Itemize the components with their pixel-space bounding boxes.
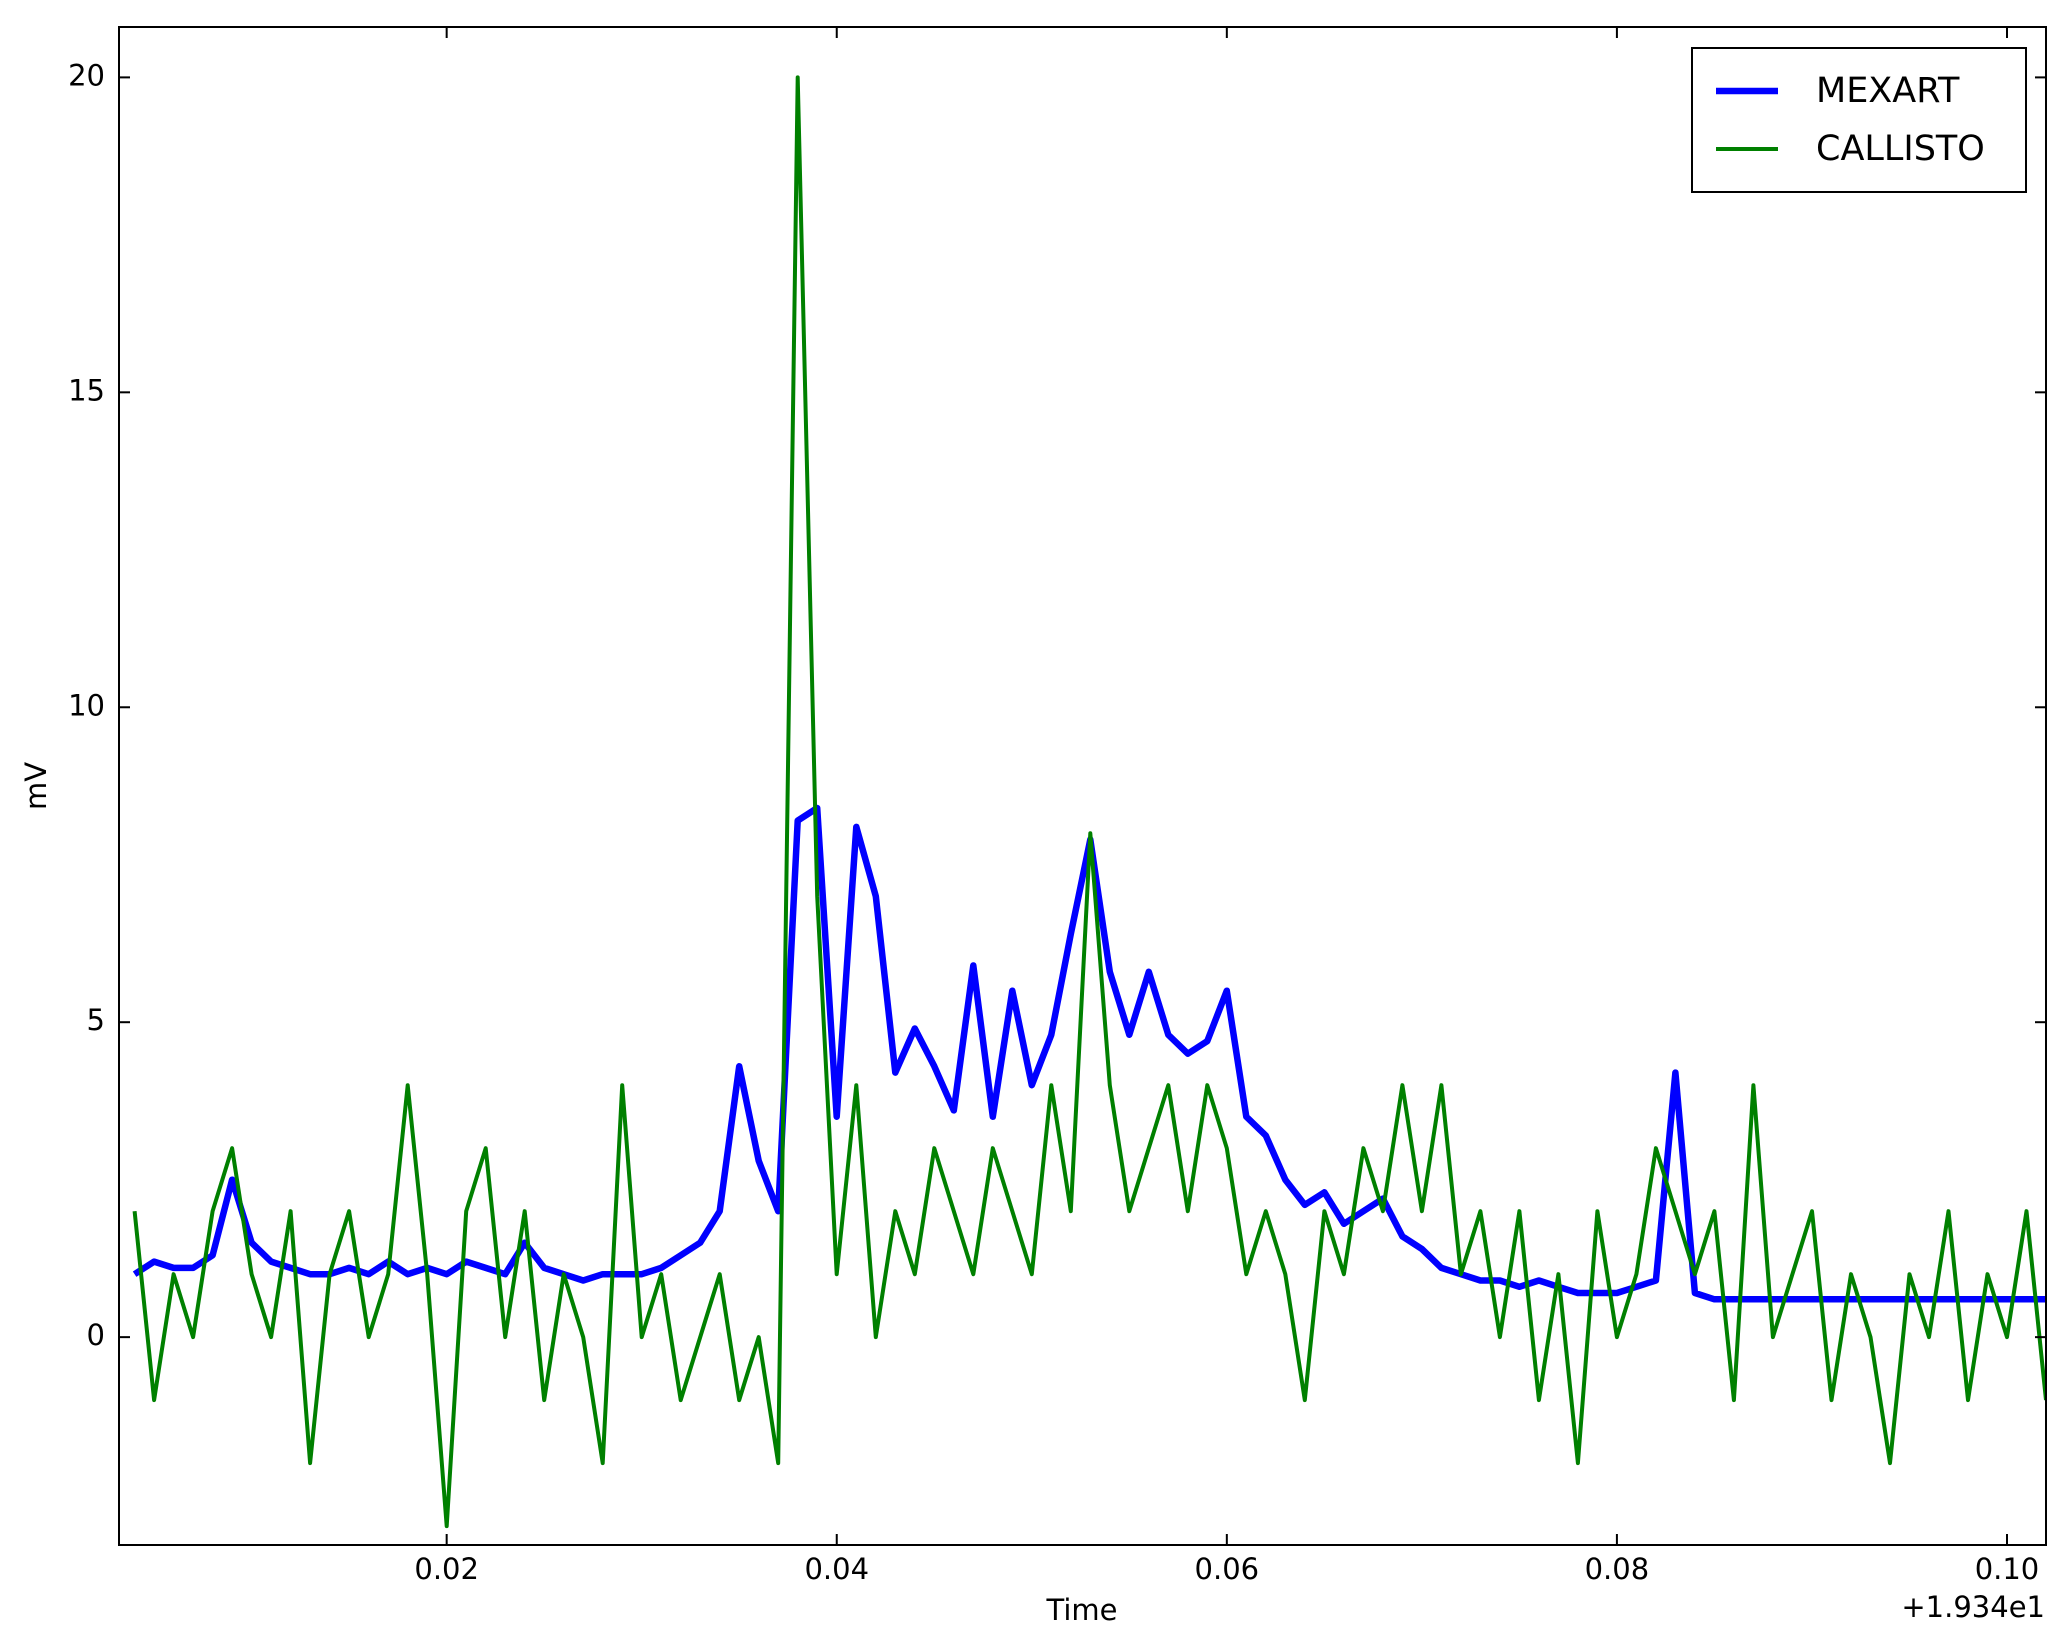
x-tick-label: 0.08: [1585, 1552, 1650, 1586]
legend-box: [1691, 47, 2027, 193]
x-offset-label: +1.934e1: [1901, 1590, 2045, 1624]
y-tick-label: 10: [68, 688, 105, 722]
x-tick-label: 0.10: [1975, 1552, 2040, 1586]
x-tick-label: 0.06: [1195, 1552, 1260, 1586]
x-tick-label: 0.04: [804, 1552, 869, 1586]
x-axis-label: Time: [1046, 1593, 1118, 1627]
y-tick-label: 20: [68, 58, 105, 92]
legend-label: CALLISTO: [1816, 129, 1985, 169]
y-tick-label: 5: [87, 1003, 105, 1037]
line-series: [132, 75, 2046, 1529]
x-tick-label: 0.02: [414, 1552, 479, 1586]
axes-frame: [118, 26, 2047, 1546]
y-axis-label: mV: [19, 762, 53, 810]
y-tick-label: 15: [68, 373, 105, 407]
legend-label: MEXART: [1816, 71, 1960, 111]
plot-area: [132, 75, 2046, 1529]
y-tick-label: 0: [87, 1318, 105, 1352]
